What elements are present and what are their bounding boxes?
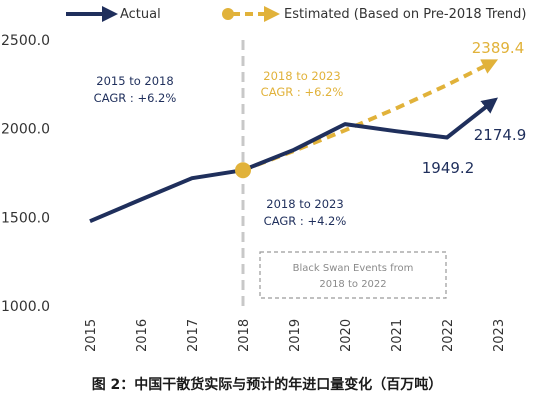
annotation-cagr-estimated: 2018 to 2023 CAGR : +6.2% [261,69,344,99]
legend-estimated-label: Estimated (Based on Pre-2018 Trend) [284,7,526,22]
data-label-estimated-2023: 2389.4 [472,39,525,57]
annotation-cagr-2015-2018-line-2: CAGR : +6.2% [94,91,177,105]
data-label-actual-2022: 1949.2 [422,159,475,177]
x-tick-label: 2020 [339,319,354,352]
annotation-cagr-actual-line-1: 2018 to 2023 [266,197,343,211]
point-2018-marker [235,162,251,179]
y-tick-label: 1500.0 [1,210,50,226]
annotation-cagr-2015-2018-line-1: 2015 to 2018 [96,74,173,88]
annotation-cagr-actual-line-2: CAGR : +4.2% [264,214,347,228]
figure-caption: 图 2：中国干散货实际与预计的年进口量变化（百万吨） [92,376,443,393]
annotation-cagr-estimated-line-1: 2018 to 2023 [263,69,340,83]
series-actual-line [89,97,498,224]
x-tick-label: 2022 [441,319,456,352]
annotation-cagr-actual: 2018 to 2023 CAGR : +4.2% [264,197,347,228]
annotation-cagr-estimated-line-2: CAGR : +6.2% [261,85,344,99]
annotation-cagr-2015-2018: 2015 to 2018 CAGR : +6.2% [94,74,177,105]
legend-estimated-dot [222,8,234,20]
x-tick-label: 2016 [135,319,150,352]
x-tick-label: 2019 [288,319,303,352]
black-swan-line-2: 2018 to 2022 [319,279,386,290]
y-axis-tick-labels: 1000.0 1500.0 2000.0 2500.0 [1,33,50,315]
black-swan-line-1: Black Swan Events from [293,263,414,274]
x-tick-label: 2021 [390,319,405,352]
x-tick-label: 2023 [492,319,507,352]
legend-estimated: Estimated (Based on Pre-2018 Trend) [222,6,526,22]
black-swan-box [259,251,447,299]
legend-actual-label: Actual [120,7,161,22]
y-tick-label: 2500.0 [1,33,50,49]
x-tick-label: 2015 [84,319,99,352]
legend-actual: Actual [66,6,161,22]
x-tick-label: 2017 [186,319,201,352]
black-swan-note: Black Swan Events from 2018 to 2022 [259,251,447,299]
y-tick-label: 2000.0 [1,122,50,138]
x-tick-label: 2018 [237,319,252,352]
legend: Actual Estimated (Based on Pre-2018 Tren… [66,6,526,22]
y-tick-label: 1000.0 [1,299,50,315]
data-label-actual-2023: 2174.9 [474,126,527,144]
x-axis-tick-labels: 2015 2016 2017 2018 2019 2020 2021 2022 2023 [84,319,507,352]
